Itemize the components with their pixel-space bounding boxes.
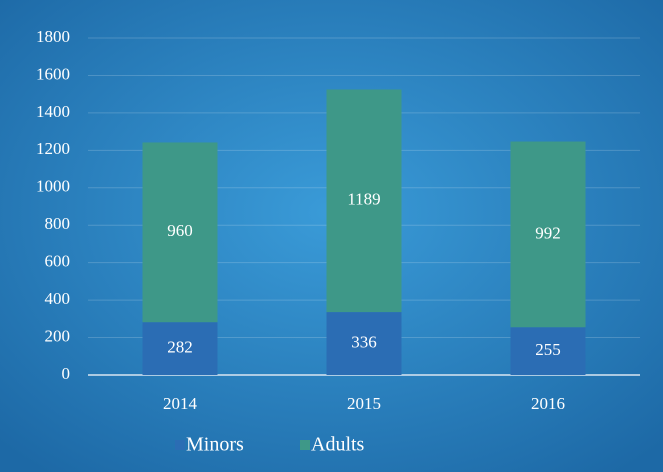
y-tick-label: 0 — [62, 364, 71, 383]
legend-label: Adults — [311, 434, 365, 456]
y-tick-label: 1000 — [36, 177, 70, 196]
y-tick-label: 1800 — [36, 27, 70, 46]
y-tick-label: 1200 — [36, 139, 70, 158]
y-tick-label: 1600 — [36, 64, 70, 83]
y-tick-label: 400 — [45, 289, 71, 308]
y-tick-label: 600 — [45, 252, 71, 271]
data-label: 282 — [167, 338, 193, 357]
legend-swatch — [175, 440, 185, 450]
bar-segment — [326, 312, 402, 375]
x-tick-label: 2015 — [347, 394, 381, 413]
x-tick-label: 2016 — [531, 394, 565, 413]
y-tick-label: 800 — [45, 214, 71, 233]
x-tick-label: 2014 — [163, 394, 198, 413]
y-tick-label: 200 — [45, 326, 71, 345]
y-tick-label: 1400 — [36, 102, 70, 121]
bar-segment — [326, 89, 402, 313]
data-label: 336 — [351, 332, 377, 351]
data-label: 992 — [535, 223, 561, 242]
bar-segment — [142, 322, 218, 375]
data-label: 1189 — [347, 190, 380, 209]
bar-segment — [142, 142, 218, 323]
data-label: 255 — [535, 340, 561, 359]
data-label: 960 — [167, 221, 193, 240]
bar-segment — [510, 327, 586, 375]
bar-segment — [510, 141, 586, 328]
legend-label: Minors — [186, 434, 244, 456]
legend-swatch — [300, 440, 310, 450]
